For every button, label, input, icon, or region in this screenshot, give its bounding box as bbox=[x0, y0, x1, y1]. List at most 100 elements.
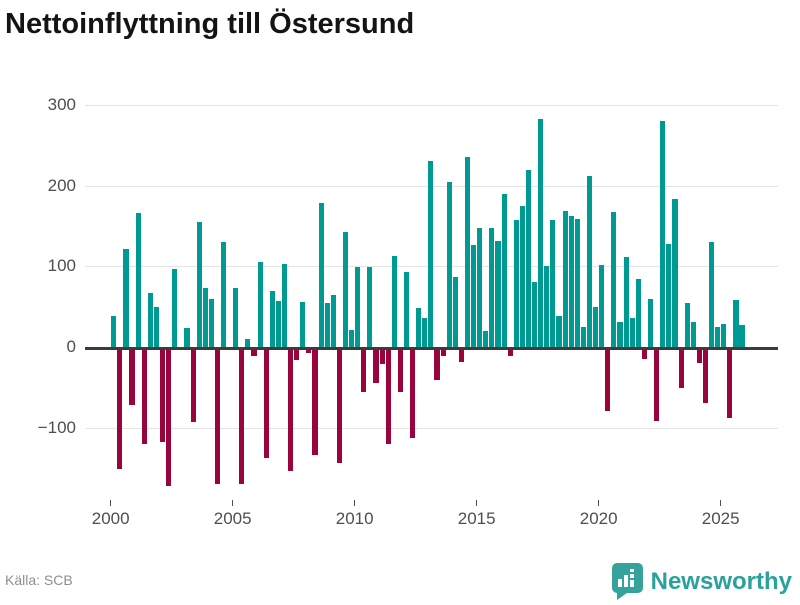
bar-2005Q1 bbox=[233, 288, 239, 347]
bar-2002Q2 bbox=[166, 348, 172, 486]
x-axis-label-2000: 2000 bbox=[91, 509, 130, 528]
bar-2003Q2 bbox=[190, 348, 196, 423]
bar-2018Q4 bbox=[568, 216, 574, 347]
bar-2019Q1 bbox=[574, 218, 580, 347]
bar-2011Q2 bbox=[385, 348, 391, 444]
bar-2002Q1 bbox=[160, 348, 166, 442]
bar-2000Q1 bbox=[111, 316, 117, 347]
bar-2010Q1 bbox=[355, 267, 361, 347]
bar-2000Q3 bbox=[123, 249, 129, 347]
bar-2025Q1 bbox=[721, 323, 727, 347]
bar-2017Q3 bbox=[538, 118, 544, 347]
bar-2024Q2 bbox=[702, 348, 709, 403]
bar-2020Q1 bbox=[599, 264, 605, 347]
bar-2015Q3 bbox=[489, 227, 495, 347]
bar-2009Q2 bbox=[336, 348, 342, 464]
x-axis-label-2010: 2010 bbox=[335, 509, 374, 528]
bar-2007Q2 bbox=[288, 348, 294, 471]
y-axis-label-300: 300 bbox=[47, 94, 76, 114]
y-axis-label-200: 200 bbox=[47, 175, 76, 195]
bar-2015Q2 bbox=[483, 330, 489, 347]
bar-2012Q1 bbox=[403, 271, 410, 347]
bar-2001Q4 bbox=[153, 306, 160, 348]
bar-2014Q3 bbox=[464, 156, 471, 347]
bar-2006Q1 bbox=[257, 262, 263, 347]
bar-2006Q4 bbox=[275, 301, 281, 347]
bar-2014Q1 bbox=[452, 276, 458, 347]
bar-2024Q1 bbox=[696, 348, 702, 363]
bar-2015Q1 bbox=[477, 227, 483, 347]
x-axis-label-2025: 2025 bbox=[701, 509, 740, 528]
bar-2003Q1 bbox=[184, 327, 190, 347]
x-axis-tick-2015 bbox=[475, 500, 478, 506]
bar-2016Q3 bbox=[513, 219, 519, 347]
bar-2014Q2 bbox=[458, 348, 464, 362]
bar-2006Q2 bbox=[263, 348, 269, 458]
bar-2019Q4 bbox=[593, 306, 599, 348]
x-axis-tick-2020 bbox=[597, 500, 600, 506]
bar-2021Q2 bbox=[629, 317, 635, 347]
x-axis-tick-2010 bbox=[353, 500, 356, 506]
bar-2023Q4 bbox=[690, 322, 696, 347]
bar-2010Q3 bbox=[367, 267, 373, 347]
bar-2011Q1 bbox=[379, 348, 385, 365]
bar-2004Q3 bbox=[220, 242, 227, 347]
bar-2000Q4 bbox=[129, 348, 135, 406]
bar-2019Q2 bbox=[580, 326, 586, 347]
newsworthy-speech-bubble-bar-chart-icon bbox=[611, 563, 643, 600]
bar-2010Q4 bbox=[373, 348, 379, 383]
chart-title: Nettoinflyttning till Östersund bbox=[5, 8, 415, 40]
bar-2006Q3 bbox=[269, 291, 275, 347]
bar-2007Q3 bbox=[294, 348, 300, 361]
x-axis-label-2020: 2020 bbox=[579, 509, 618, 528]
bar-2009Q3 bbox=[342, 232, 349, 347]
bar-2010Q2 bbox=[361, 348, 367, 393]
bar-2008Q3 bbox=[318, 202, 324, 347]
bar-2022Q4 bbox=[666, 243, 672, 347]
bar-2007Q4 bbox=[300, 301, 306, 347]
bar-2012Q4 bbox=[422, 317, 428, 347]
bar-2009Q1 bbox=[330, 295, 336, 347]
bar-2025Q2 bbox=[727, 348, 733, 419]
bar-2014Q4 bbox=[471, 245, 477, 347]
bar-2009Q4 bbox=[349, 330, 355, 347]
bar-2013Q3 bbox=[440, 348, 446, 357]
bar-2004Q1 bbox=[208, 298, 214, 347]
bar-2023Q2 bbox=[678, 348, 684, 388]
bar-2022Q1 bbox=[648, 298, 654, 347]
newsworthy-logo: Newsworthy bbox=[611, 563, 792, 600]
bar-2012Q3 bbox=[416, 308, 422, 347]
bar-2019Q3 bbox=[586, 175, 593, 347]
source-label: Källa: SCB bbox=[5, 572, 73, 588]
bar-2013Q2 bbox=[434, 348, 440, 381]
bar-2001Q2 bbox=[141, 348, 147, 444]
bar-2001Q1 bbox=[135, 213, 141, 347]
bar-2008Q2 bbox=[312, 348, 318, 455]
bar-2013Q4 bbox=[446, 181, 452, 347]
bar-2018Q2 bbox=[556, 316, 562, 347]
bar-2004Q2 bbox=[214, 348, 220, 484]
bar-2021Q4 bbox=[641, 348, 648, 360]
gridline-0 bbox=[85, 347, 778, 350]
bar-2017Q1 bbox=[525, 170, 532, 347]
bar-2008Q4 bbox=[324, 302, 330, 347]
bar-2002Q3 bbox=[172, 268, 178, 347]
bar-2024Q3 bbox=[708, 242, 715, 347]
plot-area: 2000 2005 2010 2015 2020 2025 bbox=[85, 75, 778, 528]
bar-2011Q3 bbox=[391, 255, 397, 347]
bar-2021Q1 bbox=[623, 257, 629, 347]
x-axis-tick-2025 bbox=[719, 500, 722, 506]
y-axis-label-0: 0 bbox=[66, 337, 76, 356]
bar-2022Q2 bbox=[654, 348, 660, 422]
x-axis-tick-2005 bbox=[231, 500, 234, 506]
bar-2023Q1 bbox=[672, 198, 678, 347]
y-axis-label--100: −100 bbox=[37, 417, 76, 437]
gridline-300 bbox=[85, 104, 778, 106]
bar-2024Q4 bbox=[715, 326, 721, 347]
bar-2020Q3 bbox=[611, 212, 617, 347]
x-axis-label-2005: 2005 bbox=[213, 509, 252, 528]
bar-2003Q4 bbox=[202, 288, 208, 347]
y-axis-label-100: 100 bbox=[47, 256, 76, 276]
bar-2013Q1 bbox=[428, 161, 434, 347]
bar-2016Q4 bbox=[519, 205, 525, 347]
